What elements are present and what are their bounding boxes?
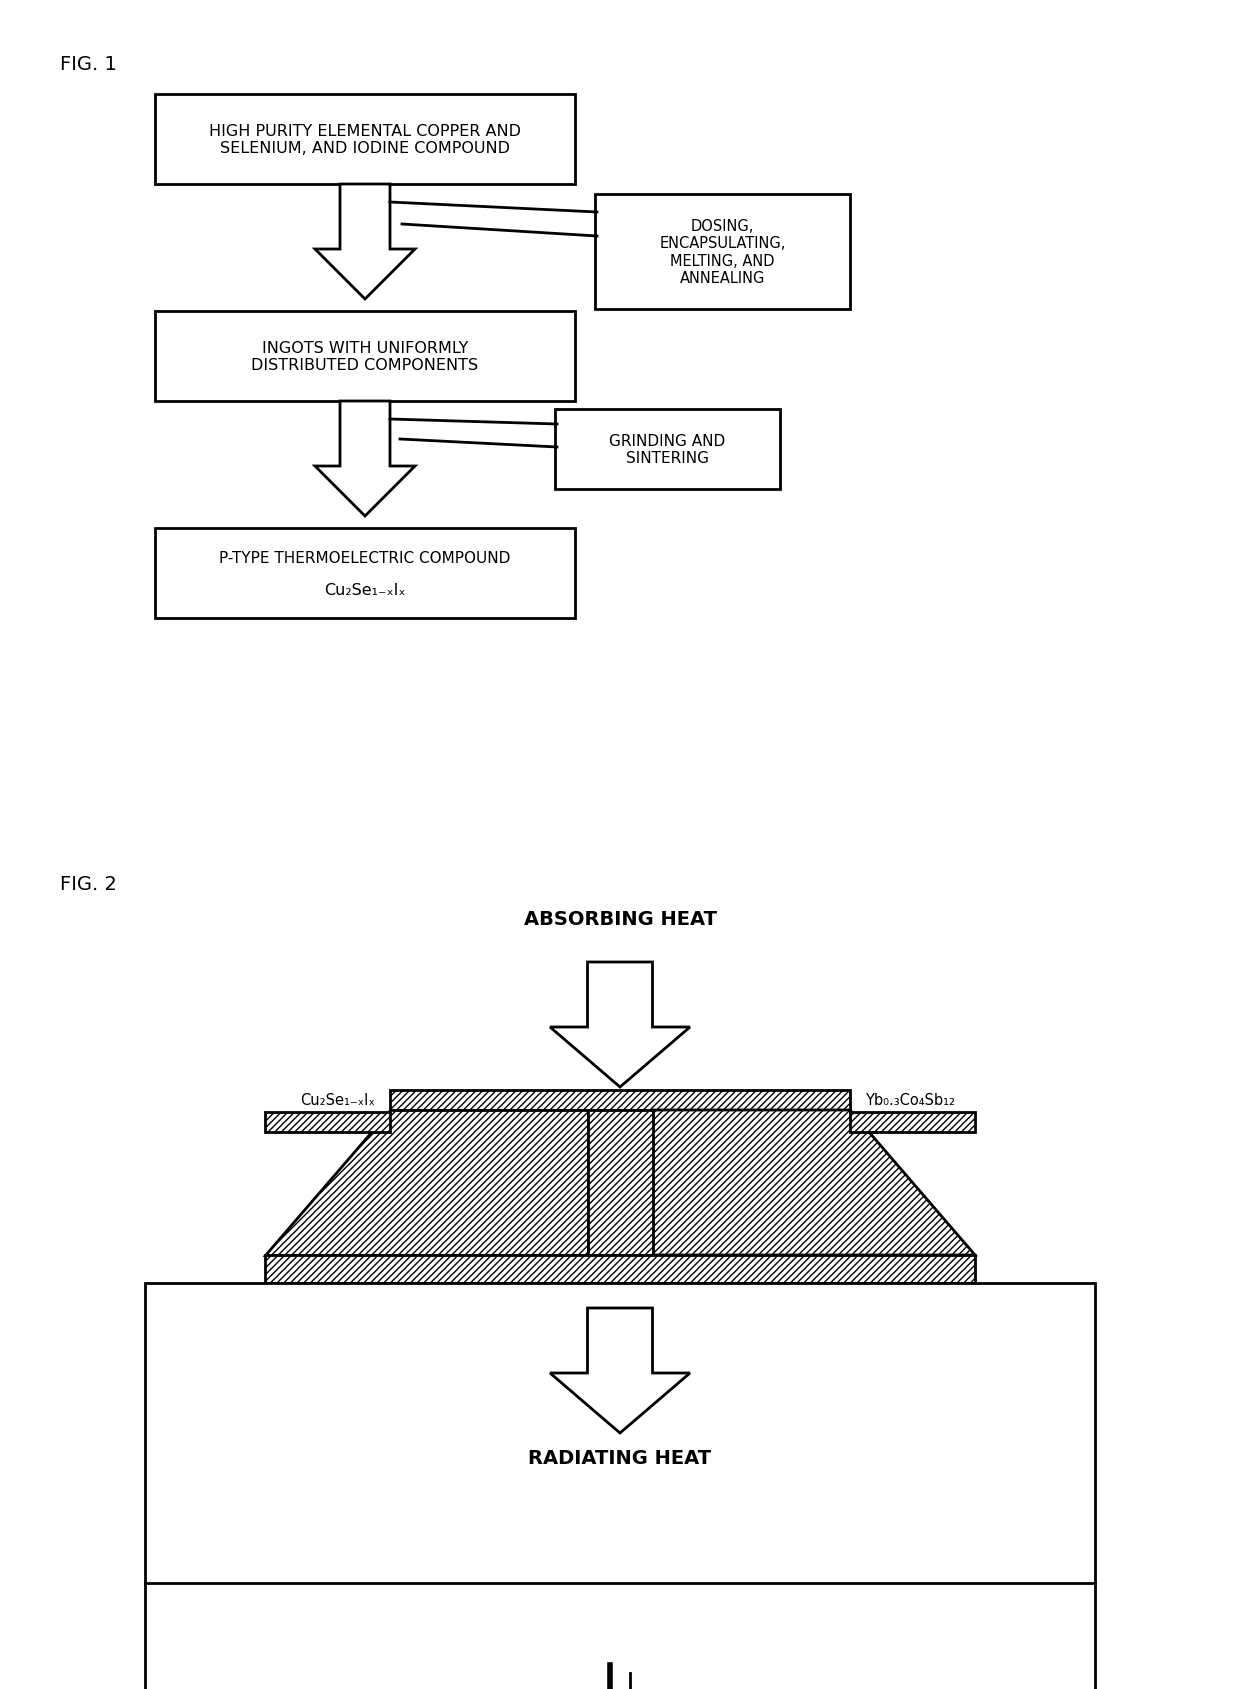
- Text: FIG. 1: FIG. 1: [60, 56, 117, 74]
- Text: HIGH PURITY ELEMENTAL COPPER AND
SELENIUM, AND IODINE COMPOUND: HIGH PURITY ELEMENTAL COPPER AND SELENIU…: [210, 123, 521, 155]
- Polygon shape: [551, 1309, 689, 1434]
- Bar: [155, 312, 575, 402]
- Polygon shape: [551, 963, 689, 1088]
- Text: GRINDING AND
SINTERING: GRINDING AND SINTERING: [609, 434, 725, 466]
- Polygon shape: [315, 402, 415, 517]
- Bar: [155, 95, 575, 184]
- Bar: [265, 1113, 391, 1132]
- Bar: [556, 410, 780, 490]
- Text: P-TYPE THERMOELECTRIC COMPOUND: P-TYPE THERMOELECTRIC COMPOUND: [219, 551, 511, 566]
- Text: INGOTS WITH UNIFORMLY
DISTRIBUTED COMPONENTS: INGOTS WITH UNIFORMLY DISTRIBUTED COMPON…: [252, 341, 479, 373]
- Polygon shape: [652, 1110, 975, 1255]
- Text: Cu₂Se₁₋ₓIₓ: Cu₂Se₁₋ₓIₓ: [324, 583, 405, 598]
- Bar: [391, 1091, 849, 1110]
- Text: FIG. 2: FIG. 2: [60, 875, 117, 893]
- Text: DOSING,
ENCAPSULATING,
MELTING, AND
ANNEALING: DOSING, ENCAPSULATING, MELTING, AND ANNE…: [660, 220, 786, 285]
- Bar: [155, 529, 575, 618]
- Polygon shape: [265, 1110, 588, 1255]
- Bar: [145, 1284, 1095, 1583]
- Text: ABSORBING HEAT: ABSORBING HEAT: [523, 909, 717, 929]
- Bar: [595, 194, 849, 309]
- Text: Yb₀.₃Co₄Sb₁₂: Yb₀.₃Co₄Sb₁₂: [866, 1093, 955, 1108]
- Text: RADIATING HEAT: RADIATING HEAT: [528, 1447, 712, 1468]
- Bar: [588, 1110, 652, 1255]
- Polygon shape: [315, 184, 415, 301]
- Bar: [849, 1113, 975, 1132]
- Text: Cu₂Se₁₋ₓIₓ: Cu₂Se₁₋ₓIₓ: [300, 1093, 374, 1108]
- Bar: [265, 1255, 975, 1284]
